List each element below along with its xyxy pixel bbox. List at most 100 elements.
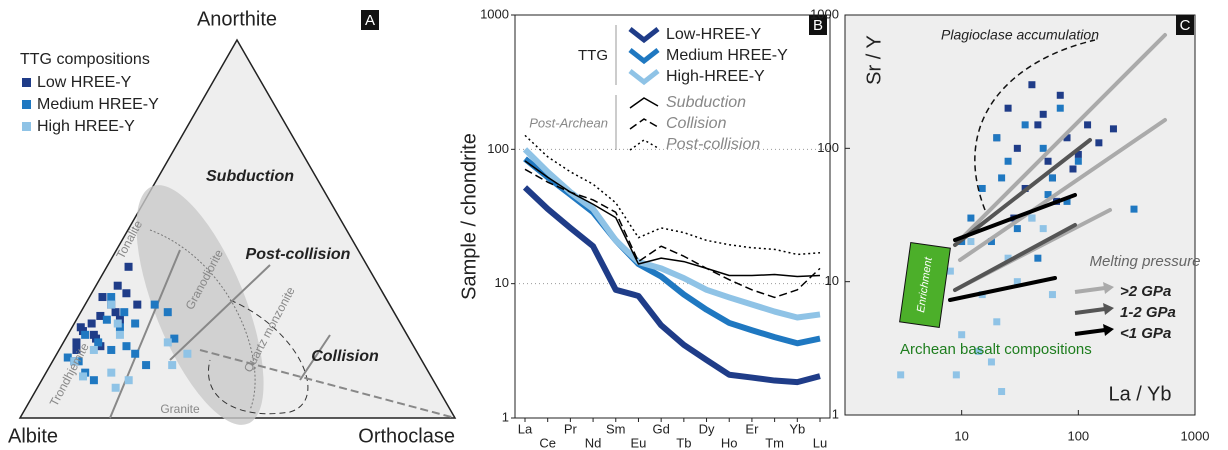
panel-label: B [813, 17, 823, 34]
data-point [122, 289, 131, 298]
legend-arrowhead [1103, 303, 1114, 315]
data-point [998, 388, 1006, 396]
panel-label: A [365, 12, 375, 29]
legend-label: <1 GPa [1120, 325, 1171, 342]
data-point [1095, 139, 1103, 147]
legend-title: TTG compositions [20, 51, 150, 68]
data-point [124, 262, 133, 271]
x-tick-label: Nd [585, 435, 602, 450]
legend-line [628, 27, 660, 44]
panel-label: C [1180, 17, 1191, 34]
data-point [987, 358, 995, 366]
legend-line [628, 69, 660, 86]
data-point [993, 134, 1001, 142]
corner-label: Albite [8, 425, 58, 447]
annotation: Archean basalt compositions [900, 341, 1092, 358]
data-point [96, 311, 105, 320]
data-point [107, 293, 116, 302]
plag-arrow [974, 39, 1096, 211]
x-tick-label: Tm [765, 435, 784, 450]
y-tick-label: 10 [825, 273, 839, 288]
data-point [107, 300, 116, 309]
data-point [81, 330, 90, 339]
y-axis-label: Sample / chondrite [458, 133, 480, 300]
data-point [1039, 225, 1047, 233]
data-point [978, 184, 986, 192]
series-line [522, 185, 821, 386]
data-point [98, 293, 107, 302]
data-point [131, 349, 140, 358]
y-axis-label: Sr / Y [863, 35, 885, 85]
legend-swatch [22, 100, 31, 109]
data-point [131, 319, 140, 328]
data-point [1013, 144, 1021, 152]
data-point [89, 345, 98, 354]
data-point [113, 281, 122, 290]
data-point [142, 361, 151, 370]
rock-boundary [109, 249, 181, 419]
legend-label: 1-2 GPa [1120, 304, 1176, 321]
pressure-arrow [953, 223, 1077, 292]
pressure-arrow [958, 118, 1167, 262]
x-tick-label: Dy [699, 421, 715, 436]
data-point [897, 371, 905, 379]
annotation: Plagioclase accumulation [941, 27, 1099, 43]
corner-label: Anorthite [197, 8, 277, 30]
data-point [74, 357, 83, 366]
data-point [111, 308, 120, 317]
x-tick-label: Ce [539, 435, 556, 450]
data-point [1039, 110, 1047, 118]
x-tick-label: 100 [1067, 428, 1089, 443]
legend-line [628, 48, 660, 65]
field-label: Collision [311, 348, 379, 365]
data-point [170, 334, 179, 343]
y-tick-label: 1 [832, 406, 839, 421]
data-point [1130, 205, 1138, 213]
x-tick-label: Pr [564, 421, 578, 436]
legend-arrow [1074, 307, 1106, 315]
data-point [1013, 278, 1021, 286]
data-point [63, 353, 72, 362]
data-point [987, 238, 995, 246]
legend-title: Melting pressure [1090, 253, 1201, 270]
data-point [107, 345, 116, 354]
data-point [1034, 121, 1042, 129]
x-tick-label: Er [745, 421, 759, 436]
data-point [72, 345, 81, 354]
data-point [1056, 104, 1064, 112]
data-point [1084, 121, 1092, 129]
legend-label: Low-HREE-Y [666, 26, 761, 43]
data-point [1048, 174, 1056, 182]
legend-line [629, 118, 659, 130]
x-tick-label: Gd [652, 421, 669, 436]
y-tick-label: 1000 [480, 6, 509, 21]
legend-label: Subduction [666, 94, 746, 111]
x-tick-label: Tb [676, 435, 691, 450]
pressure-arrow [948, 276, 1057, 302]
legend-label: Post-collision [666, 136, 760, 153]
data-point [1028, 214, 1036, 222]
x-tick-label: 1000 [1181, 428, 1210, 443]
pressure-arrow [953, 193, 1077, 242]
rock-boundary [169, 264, 271, 361]
data-point [79, 372, 88, 381]
rock-boundary [199, 349, 456, 419]
data-point [183, 349, 192, 358]
data-point [113, 319, 122, 328]
data-point [1063, 134, 1071, 142]
legend-label: High-HREE-Y [666, 68, 765, 85]
data-point [1063, 197, 1071, 205]
data-point [952, 371, 960, 379]
legend-arrowhead [1103, 324, 1114, 336]
legend-line [629, 97, 659, 109]
x-axis-label: La / Yb [1108, 383, 1171, 405]
corner-label: Orthoclase [358, 425, 455, 447]
panel-label-box [809, 15, 827, 35]
data-point [1034, 254, 1042, 262]
legend-label: Collision [666, 115, 727, 132]
data-point [102, 315, 111, 324]
y-tick-label: 1000 [810, 6, 839, 21]
field-label: Subduction [206, 168, 294, 185]
data-point [1013, 225, 1021, 233]
